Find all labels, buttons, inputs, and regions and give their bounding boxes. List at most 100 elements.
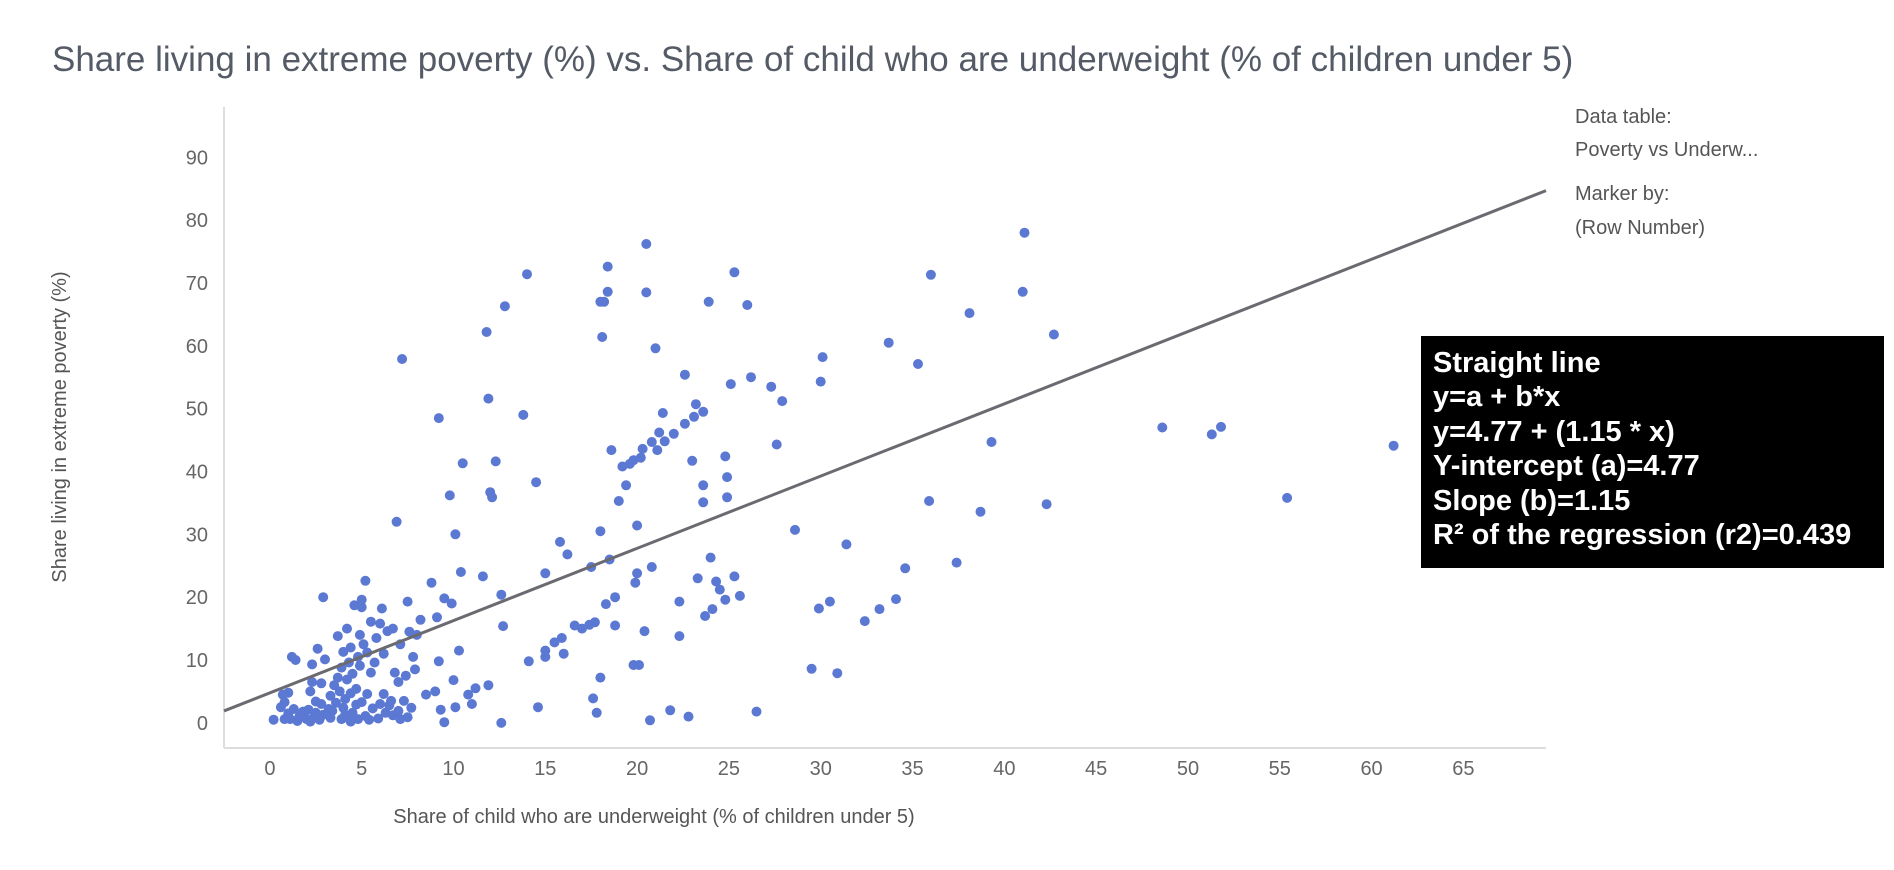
- data-point[interactable]: [362, 689, 373, 699]
- data-table-value[interactable]: Poverty vs Underw...: [1575, 139, 1758, 161]
- data-point[interactable]: [307, 659, 318, 670]
- data-point[interactable]: [342, 623, 352, 634]
- data-point[interactable]: [398, 695, 409, 706]
- data-point[interactable]: [720, 594, 731, 605]
- data-point[interactable]: [345, 642, 356, 653]
- data-point[interactable]: [610, 592, 621, 603]
- data-point[interactable]: [645, 715, 655, 726]
- data-point[interactable]: [634, 660, 644, 670]
- data-point[interactable]: [318, 592, 329, 603]
- data-point[interactable]: [367, 703, 378, 714]
- data-point[interactable]: [481, 327, 492, 337]
- marker-by-value[interactable]: (Row Number): [1575, 217, 1705, 239]
- data-point[interactable]: [1157, 422, 1168, 433]
- data-point[interactable]: [650, 343, 661, 354]
- data-point[interactable]: [771, 439, 782, 450]
- data-point[interactable]: [408, 651, 419, 662]
- data-point[interactable]: [470, 683, 481, 694]
- data-point[interactable]: [690, 399, 701, 410]
- data-point[interactable]: [421, 689, 431, 700]
- data-point[interactable]: [692, 573, 703, 584]
- data-point[interactable]: [430, 686, 441, 697]
- data-point[interactable]: [334, 686, 345, 697]
- data-point[interactable]: [373, 713, 384, 724]
- data-point[interactable]: [588, 693, 599, 704]
- data-point[interactable]: [356, 697, 367, 708]
- data-point[interactable]: [986, 437, 997, 447]
- data-point[interactable]: [369, 657, 380, 668]
- data-point[interactable]: [951, 557, 962, 568]
- data-point[interactable]: [463, 689, 474, 700]
- data-point[interactable]: [338, 646, 349, 657]
- data-point[interactable]: [900, 563, 911, 574]
- data-point[interactable]: [327, 705, 338, 716]
- data-point[interactable]: [689, 411, 699, 422]
- data-point[interactable]: [450, 702, 461, 713]
- data-point[interactable]: [722, 492, 733, 503]
- data-point[interactable]: [457, 458, 468, 469]
- data-point[interactable]: [375, 699, 386, 709]
- data-point[interactable]: [496, 717, 507, 728]
- data-point[interactable]: [400, 670, 411, 681]
- data-point[interactable]: [444, 490, 455, 501]
- data-point[interactable]: [558, 648, 569, 659]
- data-point[interactable]: [454, 645, 464, 656]
- data-point[interactable]: [595, 526, 606, 537]
- data-point[interactable]: [386, 695, 397, 706]
- data-point[interactable]: [320, 654, 330, 665]
- data-point[interactable]: [657, 408, 668, 418]
- data-point[interactable]: [698, 480, 709, 491]
- data-point[interactable]: [325, 690, 336, 701]
- data-point[interactable]: [595, 672, 606, 683]
- data-point[interactable]: [705, 552, 716, 563]
- data-point[interactable]: [924, 496, 935, 506]
- data-point[interactable]: [288, 704, 299, 714]
- data-point[interactable]: [613, 496, 624, 506]
- data-point[interactable]: [371, 633, 382, 643]
- data-point[interactable]: [356, 602, 367, 613]
- data-point[interactable]: [714, 584, 725, 595]
- data-point[interactable]: [555, 536, 565, 547]
- data-point[interactable]: [354, 660, 365, 671]
- data-point[interactable]: [364, 714, 375, 725]
- data-point[interactable]: [375, 618, 386, 629]
- data-point[interactable]: [591, 707, 602, 718]
- data-point[interactable]: [589, 617, 600, 628]
- data-point[interactable]: [641, 287, 652, 298]
- data-point[interactable]: [549, 637, 560, 648]
- data-point[interactable]: [307, 677, 318, 687]
- data-point[interactable]: [874, 604, 885, 615]
- data-point[interactable]: [665, 705, 676, 716]
- data-point[interactable]: [1048, 329, 1059, 340]
- data-point[interactable]: [817, 352, 828, 363]
- regression-line[interactable]: [223, 189, 1547, 713]
- data-point[interactable]: [356, 594, 367, 605]
- data-point[interactable]: [599, 296, 610, 307]
- data-point[interactable]: [824, 596, 835, 607]
- data-point[interactable]: [597, 332, 608, 342]
- data-point[interactable]: [729, 571, 740, 582]
- data-point[interactable]: [859, 616, 870, 627]
- data-point[interactable]: [290, 655, 301, 665]
- data-point[interactable]: [487, 492, 498, 503]
- data-point[interactable]: [354, 629, 365, 640]
- data-point[interactable]: [703, 296, 714, 307]
- data-point[interactable]: [654, 427, 665, 438]
- data-point[interactable]: [720, 451, 731, 462]
- data-point[interactable]: [389, 667, 400, 678]
- data-point[interactable]: [813, 603, 824, 614]
- data-point[interactable]: [687, 455, 698, 466]
- data-point[interactable]: [446, 598, 457, 609]
- data-point[interactable]: [891, 594, 901, 605]
- data-point[interactable]: [455, 567, 466, 577]
- data-point[interactable]: [1017, 286, 1028, 297]
- data-point[interactable]: [1388, 440, 1399, 451]
- data-point[interactable]: [746, 372, 756, 383]
- data-point[interactable]: [606, 445, 617, 456]
- data-point[interactable]: [766, 381, 777, 392]
- data-point[interactable]: [556, 633, 567, 643]
- data-point[interactable]: [668, 428, 679, 439]
- data-point[interactable]: [406, 702, 417, 713]
- data-point[interactable]: [698, 497, 709, 508]
- data-point[interactable]: [466, 699, 477, 709]
